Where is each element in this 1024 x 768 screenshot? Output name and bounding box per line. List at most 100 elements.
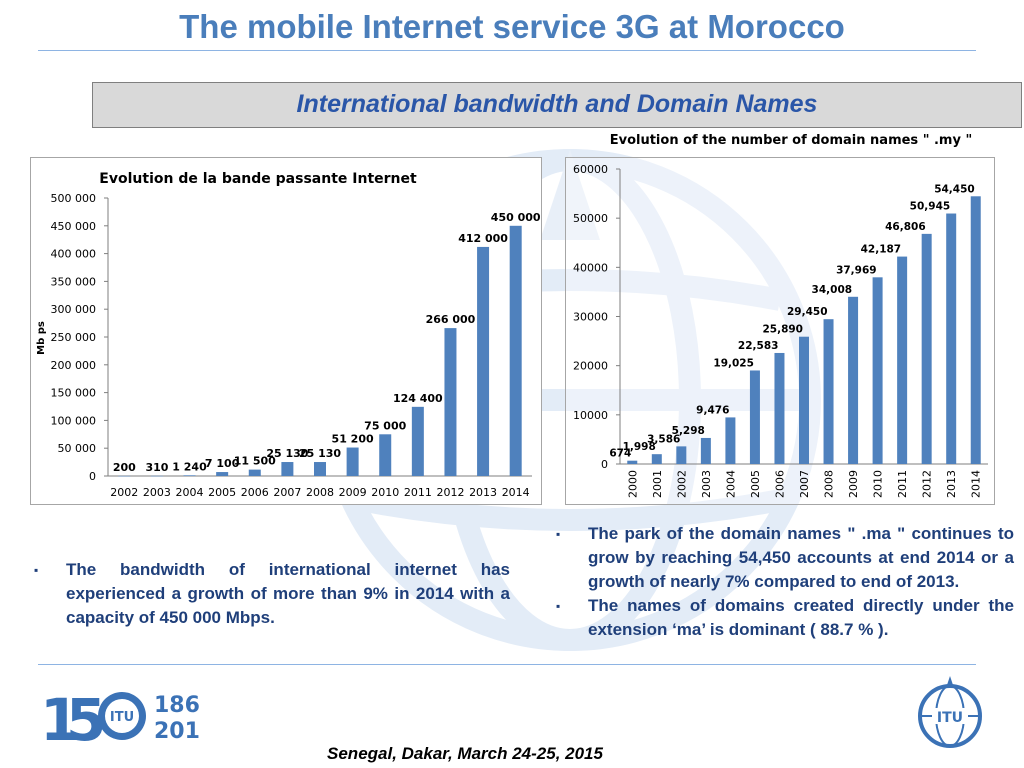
data-label: 22,583 [738, 340, 779, 352]
y-tick-label: 300 000 [51, 303, 97, 316]
x-tick-label: 2010 [872, 470, 885, 498]
itu-watermark-icon [319, 149, 821, 651]
x-tick-label: 2007 [273, 486, 301, 499]
bar [946, 213, 957, 464]
data-label: 5,298 [672, 425, 705, 437]
page-title: The mobile Internet service 3G at Morocc… [179, 8, 845, 45]
bar [118, 475, 131, 477]
x-tick-label: 2009 [847, 470, 860, 498]
footer-text: Senegal, Dakar, March 24-25, 2015 [327, 744, 603, 763]
y-tick-label: 50 000 [58, 442, 97, 455]
bar [921, 233, 932, 464]
bar [799, 336, 809, 464]
x-tick-label: 2008 [306, 486, 334, 499]
chart-title: Evolution de la bande passante Internet [99, 171, 417, 187]
data-label: 310 [145, 461, 168, 474]
bar [725, 417, 736, 464]
bar [897, 256, 908, 464]
y-tick-label: 50000 [573, 212, 608, 225]
x-tick-label: 2010 [371, 486, 399, 499]
y-tick-label: 350 000 [51, 275, 97, 288]
bar [848, 296, 859, 464]
bar [872, 277, 883, 464]
data-label: 450 000 [491, 211, 541, 224]
x-tick-label: 2004 [724, 470, 737, 498]
x-tick-label: 2009 [339, 486, 367, 499]
bullet-item: ▪ The park of the domain names " .ma " c… [556, 522, 1014, 594]
x-tick-label: 2005 [749, 470, 762, 498]
bar [248, 469, 261, 476]
bullet-item: ▪ The bandwidth of international interne… [34, 558, 510, 630]
domain-names-chart-svg: 0 10000 20000 30000 40000 50000 60000 674 2000 1,… [573, 163, 988, 498]
section-title: International bandwidth and Domain Names [296, 90, 818, 118]
x-tick-label: 2013 [945, 470, 958, 498]
bar [749, 370, 760, 464]
y-tick-label: 10000 [573, 409, 608, 422]
x-tick-label: 2013 [469, 486, 497, 499]
y-tick-label: 250 000 [51, 331, 97, 344]
data-label: 3,586 [647, 433, 680, 445]
y-tick-label: 150 000 [51, 387, 97, 400]
x-tick-label: 2014 [502, 486, 530, 499]
y-tick-label: 500 000 [51, 192, 97, 205]
bar [444, 328, 457, 476]
data-label: 42,187 [861, 244, 902, 256]
data-label: 9,476 [696, 404, 729, 416]
y-tick-label: 0 [601, 458, 608, 471]
bullet-text: The names of domains created directly un… [588, 596, 1014, 639]
y-tick-label: 0 [89, 470, 96, 483]
itu-logo-icon: ITU [918, 676, 982, 748]
data-label: 7 100 [205, 457, 240, 470]
x-tick-label: 2011 [896, 470, 909, 498]
bar [823, 319, 834, 464]
bullet-item: ▪ The names of domains created directly … [556, 594, 1014, 642]
data-label: 50,945 [910, 201, 951, 213]
bar [346, 447, 359, 476]
svg-text:1: 1 [40, 686, 80, 746]
bandwidth-bullet-list: ▪ The bandwidth of international interne… [34, 558, 510, 630]
x-tick-label: 2000 [626, 470, 639, 498]
data-label: 34,008 [812, 284, 853, 296]
data-label: 1,998 [623, 441, 656, 453]
data-label: 124 400 [393, 392, 443, 405]
bar [477, 246, 490, 476]
bar [150, 475, 163, 477]
x-tick-label: 2014 [970, 470, 983, 498]
x-tick-label: 2001 [651, 470, 664, 498]
x-tick-label: 2003 [143, 486, 171, 499]
x-tick-label: 2008 [823, 470, 836, 498]
itu-150-years-logo: 1 5 ITU 1865 2015 [40, 686, 200, 746]
bar [627, 460, 638, 464]
y-tick-label: 40000 [573, 261, 608, 274]
data-label: 25 130 [299, 447, 341, 460]
logo-emblem: ITU [110, 710, 134, 725]
x-tick-label: 2002 [110, 486, 138, 499]
data-label: 29,450 [787, 306, 828, 318]
data-label: 51 200 [332, 433, 374, 446]
y-tick-label: 450 000 [51, 220, 97, 233]
data-label: 75 000 [364, 419, 406, 432]
x-tick-label: 2006 [241, 486, 269, 499]
bar [700, 437, 711, 464]
data-label: 54,450 [934, 183, 975, 195]
bandwidth-chart-svg: Evolution de la bande passante Internet … [36, 171, 541, 499]
section-banner: International bandwidth and Domain Names [92, 82, 1022, 128]
bar [774, 352, 785, 464]
logo-year-end: 2015 [154, 719, 200, 744]
y-axis-label: Mb ps [36, 321, 47, 355]
domain-bullet-list: ▪ The park of the domain names " .ma " c… [556, 522, 1014, 642]
y-tick-label: 30000 [573, 311, 608, 324]
bar [411, 406, 424, 476]
data-label: 37,969 [836, 264, 877, 276]
bar [509, 225, 522, 476]
svg-text:ITU: ITU [937, 710, 963, 726]
x-tick-label: 2003 [700, 470, 713, 498]
bullet-marker-icon: ▪ [34, 563, 39, 577]
bandwidth-chart: Evolution de la bande passante Internet … [30, 157, 542, 505]
data-label: 674 [609, 448, 631, 460]
y-tick-label: 400 000 [51, 248, 97, 261]
data-label: 200 [113, 461, 136, 474]
data-label: 412 000 [458, 232, 508, 245]
x-tick-label: 2002 [675, 470, 688, 498]
bar [676, 446, 687, 464]
